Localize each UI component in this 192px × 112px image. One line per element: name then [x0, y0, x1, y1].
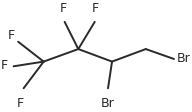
- Text: F: F: [1, 59, 8, 72]
- Text: F: F: [16, 97, 24, 110]
- Text: Br: Br: [177, 53, 190, 66]
- Text: F: F: [8, 29, 15, 42]
- Text: F: F: [92, 2, 99, 15]
- Text: F: F: [60, 2, 67, 15]
- Text: Br: Br: [101, 97, 114, 110]
